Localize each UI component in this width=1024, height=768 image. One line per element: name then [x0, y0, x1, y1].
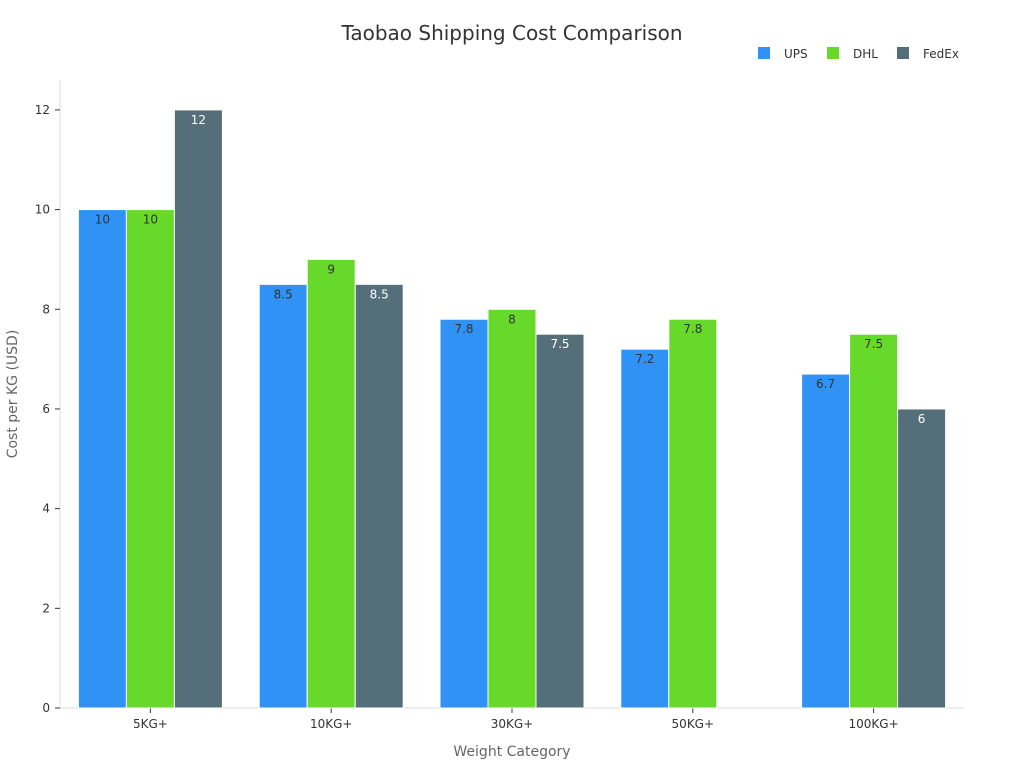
bar-fedex-10kgplus[interactable]: [354, 283, 404, 709]
data-label: 7.8: [454, 322, 473, 336]
data-label: 12: [191, 113, 206, 127]
bar-fedex-100kgplus[interactable]: [897, 408, 947, 709]
bar-fedex-30kgplus[interactable]: [535, 333, 585, 709]
bar-fedex-5kgplus[interactable]: [173, 109, 223, 709]
bar-ups-100kgplus[interactable]: [801, 373, 851, 709]
legend-label-ups[interactable]: UPS: [784, 47, 808, 61]
y-axis-label: Cost per KG (USD): [5, 330, 21, 459]
x-tick-label: 10KG+: [310, 717, 353, 731]
y-tick-label: 6: [42, 402, 50, 416]
y-tick-label: 0: [42, 701, 50, 715]
x-tick-label: 5KG+: [133, 717, 168, 731]
data-label: 7.2: [635, 352, 654, 366]
x-ticks: 5KG+ 10KG+ 30KG+ 50KG+ 100KG+: [133, 708, 899, 731]
legend: UPS DHL FedEx: [758, 47, 959, 61]
y-ticks: 0 2 4 6 8 10 12: [35, 103, 60, 715]
data-label: 8: [508, 312, 516, 326]
legend-label-dhl[interactable]: DHL: [853, 47, 878, 61]
bar-ups-30kgplus[interactable]: [439, 318, 489, 709]
data-label: 8.5: [274, 287, 293, 301]
bar-ups-10kgplus[interactable]: [258, 283, 308, 709]
y-tick-label: 2: [42, 601, 50, 615]
legend-label-fedex[interactable]: FedEx: [923, 47, 959, 61]
data-label: 10: [143, 213, 158, 227]
data-label: 6.7: [816, 377, 835, 391]
x-tick-label: 100KG+: [849, 717, 899, 731]
y-tick-label: 12: [35, 103, 50, 117]
data-label: 7.5: [550, 337, 569, 351]
bar-dhl-10kgplus[interactable]: [306, 258, 356, 709]
data-label: 6: [918, 412, 926, 426]
data-label: 10: [95, 213, 110, 227]
y-tick-label: 4: [42, 502, 50, 516]
legend-swatch-fedex: [897, 47, 909, 59]
bar-dhl-50kgplus[interactable]: [668, 318, 718, 709]
bar-dhl-5kgplus[interactable]: [125, 209, 175, 709]
x-axis-label: Weight Category: [453, 744, 570, 760]
legend-swatch-dhl: [827, 47, 839, 59]
x-tick-label: 50KG+: [672, 717, 715, 731]
chart-title: Taobao Shipping Cost Comparison: [340, 21, 682, 45]
data-label: 7.8: [683, 322, 702, 336]
bar-dhl-100kgplus[interactable]: [849, 333, 899, 709]
data-label: 8.5: [370, 287, 389, 301]
bar-ups-50kgplus[interactable]: [620, 348, 670, 709]
y-tick-label: 8: [42, 302, 50, 316]
bar-dhl-30kgplus[interactable]: [487, 308, 537, 709]
bar-labels: 10 10 12 8.5 9 8.5 7.8 8 7.5 7.2 7.8 6.7 7.5 6: [95, 113, 926, 426]
legend-swatch-ups: [758, 47, 770, 59]
bar-ups-5kgplus[interactable]: [77, 209, 127, 709]
data-label: 7.5: [864, 337, 883, 351]
bars: [77, 109, 947, 709]
data-label: 9: [327, 262, 335, 276]
y-tick-label: 10: [35, 203, 50, 217]
x-tick-label: 30KG+: [491, 717, 534, 731]
